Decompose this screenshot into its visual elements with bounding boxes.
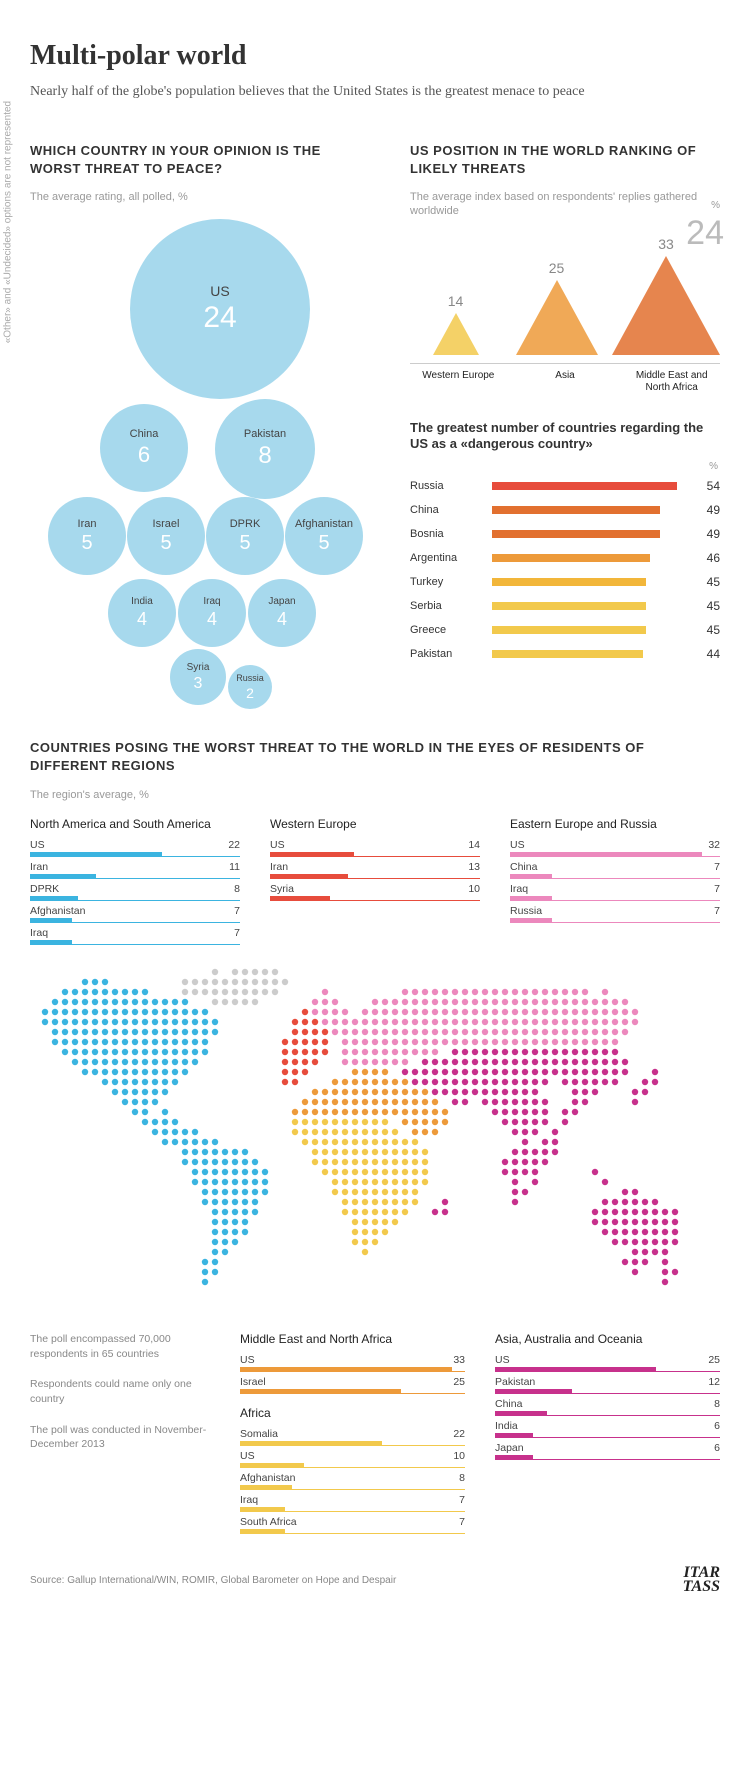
region-bar-row: Pakistan12 (495, 1374, 720, 1394)
region-bar-row: Iran13 (270, 859, 480, 879)
bubble-item: China6 (100, 404, 188, 492)
bubble-item: Russia2 (228, 665, 272, 709)
triangle-label: Western Europe (410, 370, 507, 394)
region-name: Middle East and North Africa (240, 1332, 465, 1346)
region-name: Africa (240, 1406, 465, 1420)
region-bar-row: Japan6 (495, 1440, 720, 1460)
danger-bar-row: China49 (410, 498, 720, 522)
region-bar-row: South Africa7 (240, 1514, 465, 1534)
danger-bar-row: Pakistan44 (410, 642, 720, 666)
region-bar-row: US10 (240, 1448, 465, 1468)
danger-bar-row: Turkey45 (410, 570, 720, 594)
region-bar-row: US33 (240, 1352, 465, 1372)
itar-tass-logo: ITARTASS (683, 1566, 720, 1595)
region-column: Eastern Europe and Russia US32China7Iraq7… (510, 817, 720, 947)
page-title: Multi-polar world (30, 40, 720, 72)
bubble-section-note: The average rating, all polled, % (30, 190, 370, 204)
triangle-chart: 14253324 (410, 234, 720, 364)
poll-note: The poll encompassed 70,000 respondents … (30, 1332, 210, 1361)
region-name: North America and South America (30, 817, 240, 831)
poll-notes: The poll encompassed 70,000 respondents … (30, 1332, 210, 1468)
region-bar-row: Afghanistan7 (30, 903, 240, 923)
bubble-item: Japan4 (248, 579, 316, 647)
triangle-item: 25 (511, 260, 602, 355)
region-column: North America and South America US22Iran1… (30, 817, 240, 947)
regions-section-title: COUNTRIES POSING THE WORST THREAT TO THE… (30, 739, 720, 775)
bubble-item: Pakistan8 (215, 399, 315, 499)
region-bar-row: China7 (510, 859, 720, 879)
poll-note: Respondents could name only one country (30, 1377, 210, 1406)
triangle-pct-label: % (711, 200, 720, 211)
region-bar-row: Somalia22 (240, 1426, 465, 1446)
region-bar-row: Iraq7 (510, 881, 720, 901)
bubble-item: India4 (108, 579, 176, 647)
bubble-item: US24 (130, 219, 310, 399)
region-bar-row: Iran11 (30, 859, 240, 879)
bubble-item: DPRK5 (206, 497, 284, 575)
bubble-item: Iran5 (48, 497, 126, 575)
region-name: Eastern Europe and Russia (510, 817, 720, 831)
bubble-side-note: «Other» and «Undecided» options are not … (3, 101, 14, 343)
bubble-item: Syria3 (170, 649, 226, 705)
region-bar-row: Iraq7 (240, 1492, 465, 1512)
triangle-big-value: 24 (686, 214, 724, 253)
region-bar-row: US32 (510, 837, 720, 857)
region-bar-row: DPRK8 (30, 881, 240, 901)
world-map (30, 967, 720, 1312)
region-bar-row: Iraq7 (30, 925, 240, 945)
region-bar-row: Israel25 (240, 1374, 465, 1394)
region-column: Western Europe US14Iran13Syria10 (270, 817, 480, 947)
poll-note: The poll was conducted in November-Decem… (30, 1423, 210, 1452)
triangle-item: 33 (612, 236, 720, 355)
danger-bar-row: Greece45 (410, 618, 720, 642)
danger-bar-row: Serbia45 (410, 594, 720, 618)
bubble-item: Afghanistan5 (285, 497, 363, 575)
triangle-label: Asia (517, 370, 614, 394)
region-column: Asia, Australia and Oceania US25Pakistan1… (495, 1332, 720, 1462)
danger-bar-row: Argentina46 (410, 546, 720, 570)
bubble-item: Iraq4 (178, 579, 246, 647)
region-bar-row: Russia7 (510, 903, 720, 923)
regions-section-note: The region's average, % (30, 788, 720, 802)
region-bar-row: US22 (30, 837, 240, 857)
triangle-section-title: US POSITION IN THE WORLD RANKING OF LIKE… (410, 142, 720, 178)
region-bar-row: Syria10 (270, 881, 480, 901)
region-name: Western Europe (270, 817, 480, 831)
bubble-item: Israel5 (127, 497, 205, 575)
danger-pct-label: % (410, 461, 720, 472)
triangle-label: Middle East and North Africa (623, 370, 720, 394)
triangle-section-note: The average index based on respondents' … (410, 190, 720, 219)
region-bar-row: China8 (495, 1396, 720, 1416)
page-subtitle: Nearly half of the globe's population be… (30, 82, 720, 102)
danger-bar-list: The greatest number of countries regardi… (410, 420, 720, 667)
region-name: Asia, Australia and Oceania (495, 1332, 720, 1346)
region-bar-row: Afghanistan8 (240, 1470, 465, 1490)
region-bar-row: US14 (270, 837, 480, 857)
triangle-item: 14 (410, 293, 501, 355)
bubble-chart: «Other» and «Undecided» options are not … (30, 219, 350, 699)
bubble-section-title: WHICH COUNTRY IN YOUR OPINION IS THE WOR… (30, 142, 370, 178)
danger-section-title: The greatest number of countries regardi… (410, 420, 720, 454)
region-bar-row: US25 (495, 1352, 720, 1372)
region-column: Middle East and North Africa US33Israel25… (240, 1332, 465, 1536)
danger-bar-row: Russia54 (410, 474, 720, 498)
region-bar-row: India6 (495, 1418, 720, 1438)
danger-bar-row: Bosnia49 (410, 522, 720, 546)
source-text: Source: Gallup International/WIN, ROMIR,… (30, 1575, 396, 1586)
